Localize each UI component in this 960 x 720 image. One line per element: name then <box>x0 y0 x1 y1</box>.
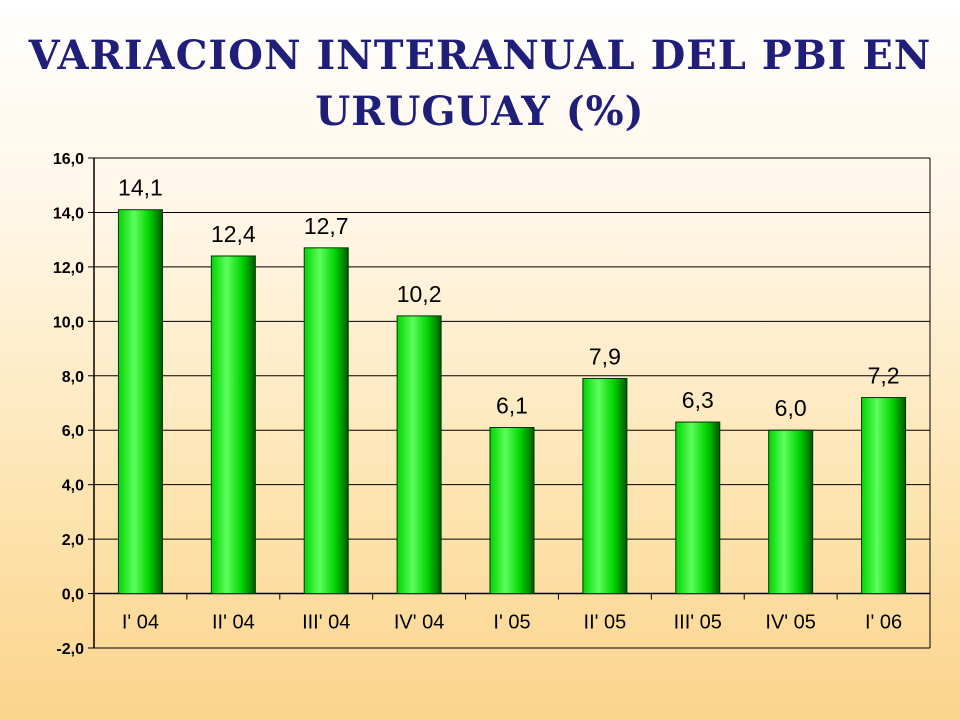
x-category-label: III' 05 <box>674 612 722 634</box>
y-tick-label: 14,0 <box>53 205 84 222</box>
bar <box>117 209 163 595</box>
chart-title-line-1: VARIACION INTERANUAL DEL PBI EN <box>28 32 932 79</box>
x-category-label: IV' 04 <box>394 612 445 634</box>
y-tick-label: 0,0 <box>62 587 84 604</box>
x-category-label: III' 04 <box>302 612 350 634</box>
bar <box>489 427 535 595</box>
bar <box>210 255 256 595</box>
bar <box>303 247 349 595</box>
bar-value-label: 12,7 <box>304 213 349 239</box>
x-category-label: IV' 05 <box>765 612 816 634</box>
y-tick-label: 10,0 <box>53 314 84 331</box>
bar <box>675 421 721 595</box>
bar <box>396 315 442 595</box>
y-tick-label: 4,0 <box>62 478 84 495</box>
bar-value-label: 10,2 <box>397 281 442 307</box>
x-category-label: II' 05 <box>584 612 627 634</box>
bar <box>582 378 628 595</box>
x-category-label: I' 04 <box>122 612 159 634</box>
bar-value-label: 12,4 <box>211 221 256 247</box>
y-tick-label: -2,0 <box>56 641 84 658</box>
y-tick-label: 6,0 <box>62 423 84 440</box>
x-category-label: II' 04 <box>212 612 255 634</box>
y-tick-label: 12,0 <box>53 260 84 277</box>
bar-value-label: 7,9 <box>589 344 621 370</box>
x-category-label: I' 05 <box>493 612 530 634</box>
bar-value-label: 6,3 <box>682 387 714 413</box>
chart-title-line-2: URUGUAY (%) <box>315 88 645 135</box>
y-tick-label: 16,0 <box>53 151 84 168</box>
bar-value-label: 6,1 <box>496 393 528 419</box>
chart-title: VARIACION INTERANUAL DEL PBI EN URUGUAY … <box>0 28 960 140</box>
bar <box>861 397 907 595</box>
y-tick-label: 2,0 <box>62 532 84 549</box>
bar <box>768 429 814 595</box>
bar-value-label: 7,2 <box>868 363 900 389</box>
y-tick-label: 8,0 <box>62 369 84 386</box>
bar-value-label: 6,0 <box>775 395 807 421</box>
bar-value-label: 14,1 <box>118 175 163 201</box>
x-category-label: I' 06 <box>865 612 902 634</box>
